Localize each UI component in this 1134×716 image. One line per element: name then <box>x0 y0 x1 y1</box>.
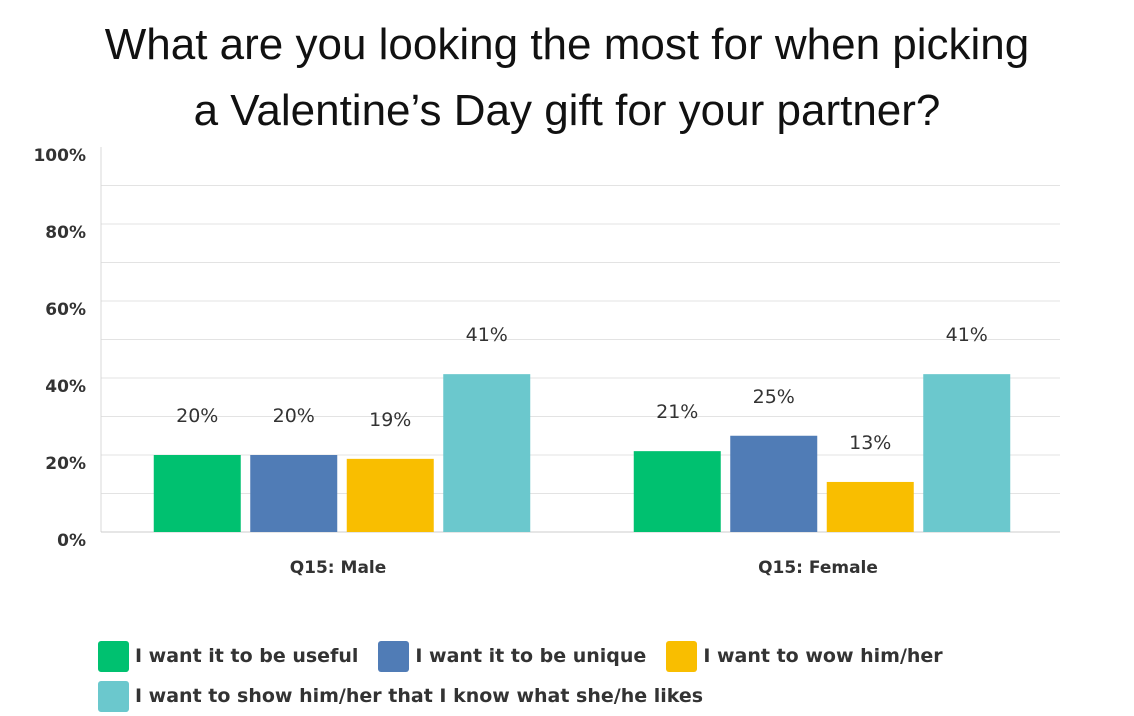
bar <box>153 455 241 532</box>
data-label: 20% <box>273 405 315 427</box>
bar <box>250 455 338 532</box>
bar <box>730 435 818 532</box>
data-label: 41% <box>946 324 988 346</box>
bar <box>826 481 914 532</box>
bar <box>923 374 1011 532</box>
data-label: 13% <box>849 432 891 454</box>
category-label: Q15: Male <box>290 558 387 578</box>
y-tick-label: 0% <box>57 531 86 551</box>
legend-swatch-useful <box>98 640 129 672</box>
chart-title-line-1: What are you looking the most for when p… <box>104 20 1030 69</box>
legend-item-wow: I want to wow him/her <box>666 640 943 672</box>
y-tick-label: 20% <box>45 454 86 474</box>
data-label: 19% <box>369 409 411 431</box>
legend-swatch-unique <box>378 640 410 672</box>
y-tick-label: 100% <box>33 146 86 166</box>
chart-title: What are you looking the most for when p… <box>0 12 1134 144</box>
legend-label-wow: I want to wow him/her <box>703 645 943 667</box>
legend-row-2: I want to show him/her that I know what … <box>98 676 1098 716</box>
legend-label-unique: I want it to be unique <box>415 645 647 667</box>
legend: I want it to be useful I want it to be u… <box>98 636 1098 716</box>
bar <box>443 374 531 532</box>
data-label: 21% <box>656 401 698 423</box>
y-tick-label: 60% <box>45 300 86 320</box>
category-label: Q15: Female <box>758 558 878 578</box>
legend-row-1: I want it to be useful I want it to be u… <box>98 636 1098 676</box>
y-tick-label: 40% <box>45 377 86 397</box>
legend-item-unique: I want it to be unique <box>378 640 647 672</box>
chart-title-line-2: a Valentine’s Day gift for your partner? <box>193 86 941 135</box>
legend-swatch-show <box>98 680 129 712</box>
y-tick-label: 80% <box>45 223 86 243</box>
data-label: 20% <box>176 405 218 427</box>
data-label: 25% <box>753 386 795 408</box>
legend-label-useful: I want it to be useful <box>135 645 359 667</box>
data-label: 41% <box>466 324 508 346</box>
legend-item-useful: I want it to be useful <box>98 640 359 672</box>
legend-label-show: I want to show him/her that I know what … <box>135 685 704 707</box>
legend-item-show: I want to show him/her that I know what … <box>98 680 704 712</box>
legend-swatch-wow <box>666 640 698 672</box>
bar <box>633 451 721 532</box>
bar <box>346 458 434 532</box>
bar-chart: 0% 20% 40% 60% 80% 100% 20% 20% 19% 41% Q15: Male 2… <box>33 146 1060 578</box>
